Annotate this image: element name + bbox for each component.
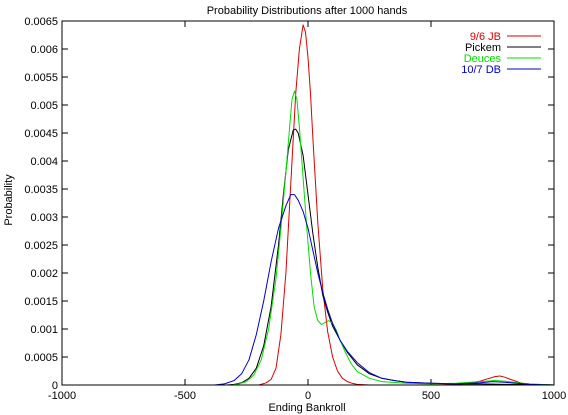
axis-ticks: 0 0.0005 0.001 0.0015 0.002 0.0025 0.003 0.0035… <box>24 16 566 402</box>
y-tick-label: 0.003 <box>30 212 58 224</box>
legend-label: 9/6 JB <box>470 31 501 43</box>
y-tick-label: 0.004 <box>30 156 58 168</box>
series-lines <box>62 24 555 386</box>
y-tick-label: 0.001 <box>30 324 58 336</box>
y-tick-label: 0.0025 <box>24 240 58 252</box>
x-tick-label: 0 <box>305 390 311 402</box>
legend-label: Deuces <box>464 53 502 65</box>
y-tick-label: 0.0055 <box>24 72 58 84</box>
chart-title: Probability Distributions after 1000 han… <box>207 5 408 17</box>
x-axis-label: Ending Bankroll <box>268 402 345 414</box>
x-tick-label: 1000 <box>542 390 566 402</box>
plot-frame <box>61 20 555 386</box>
y-tick-label: 0.0065 <box>24 16 58 28</box>
y-tick-label: 0.006 <box>30 44 58 56</box>
y-tick-label: 0 <box>52 380 58 392</box>
y-tick-label: 0.0035 <box>24 184 58 196</box>
y-tick-label: 0.0045 <box>24 128 58 140</box>
x-tick-label: 500 <box>422 390 440 402</box>
y-tick-label: 0.005 <box>30 100 58 112</box>
legend-label: 10/7 DB <box>461 64 501 76</box>
y-tick-label: 0.0005 <box>24 352 58 364</box>
series-line-3 <box>62 194 555 386</box>
x-tick-label: -1000 <box>48 390 76 402</box>
legend-label: Pickem <box>465 42 501 54</box>
y-tick-label: 0.0015 <box>24 296 58 308</box>
series-line-0 <box>62 24 555 386</box>
y-axis-label: Probability <box>3 174 15 226</box>
x-tick-label: -500 <box>174 390 196 402</box>
y-tick-label: 0.002 <box>30 268 58 280</box>
